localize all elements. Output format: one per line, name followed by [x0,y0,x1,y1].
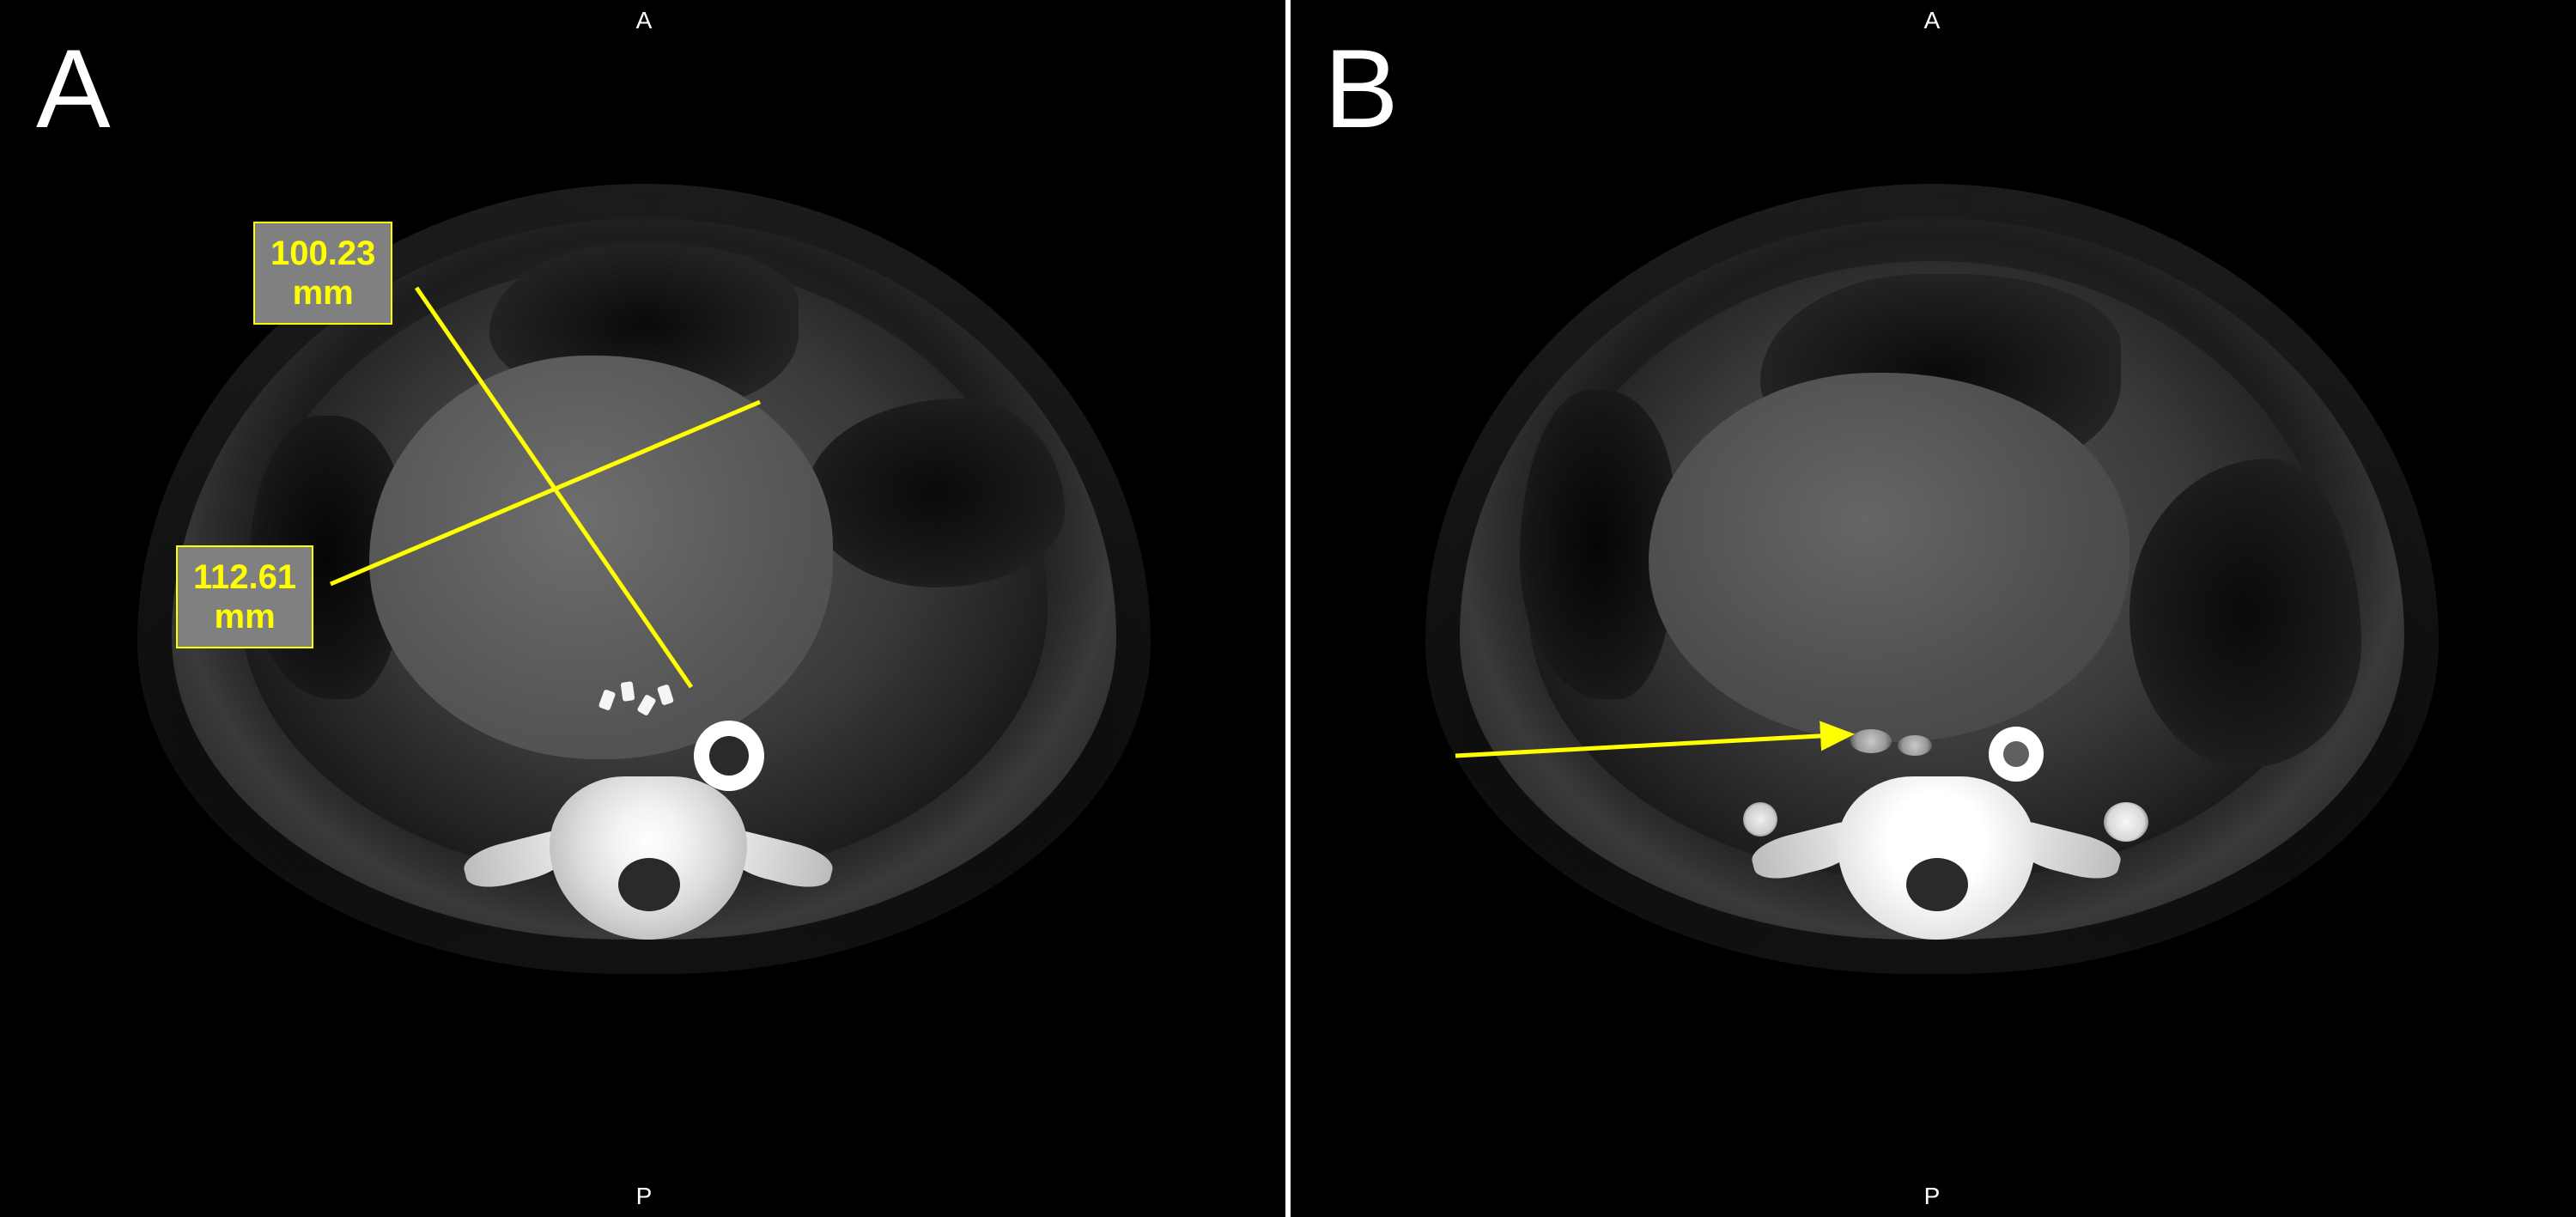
measurement-label-1: 100.23 mm [253,222,392,325]
spinal-canal [618,858,680,911]
panel-a-label: A [36,24,111,153]
iliac-vessel [1743,802,1777,837]
measurement-unit-2: mm [215,598,276,636]
measurement-label-2: 112.61 mm [176,545,313,648]
surgical-clips [601,682,687,733]
panel-b: B A P [1288,0,2576,1217]
aorta-lumen [2003,741,2029,767]
soft-tissue-mass [1649,373,2129,742]
figure-container: A A P [0,0,2576,1217]
measurement-unit-1: mm [293,274,354,312]
measurement-value-2: 112.61 [193,558,296,596]
measurement-value-1: 100.23 [270,234,375,272]
clip-icon [621,681,635,702]
clip-icon [636,693,656,715]
clip-icon [657,684,674,705]
panel-divider [1285,0,1291,1217]
panel-a: A A P [0,0,1288,1217]
clip-icon [598,689,617,710]
spinal-canal [1906,858,1968,911]
iliac-vessel [2104,802,2148,842]
panel-b-label: B [1324,24,1399,153]
panel-b-ct-image [1331,29,2533,1189]
contrast-enhancement-spot [1850,729,1892,753]
contrast-enhancement-spot [1898,735,1932,756]
aorta-lumen [709,736,749,776]
